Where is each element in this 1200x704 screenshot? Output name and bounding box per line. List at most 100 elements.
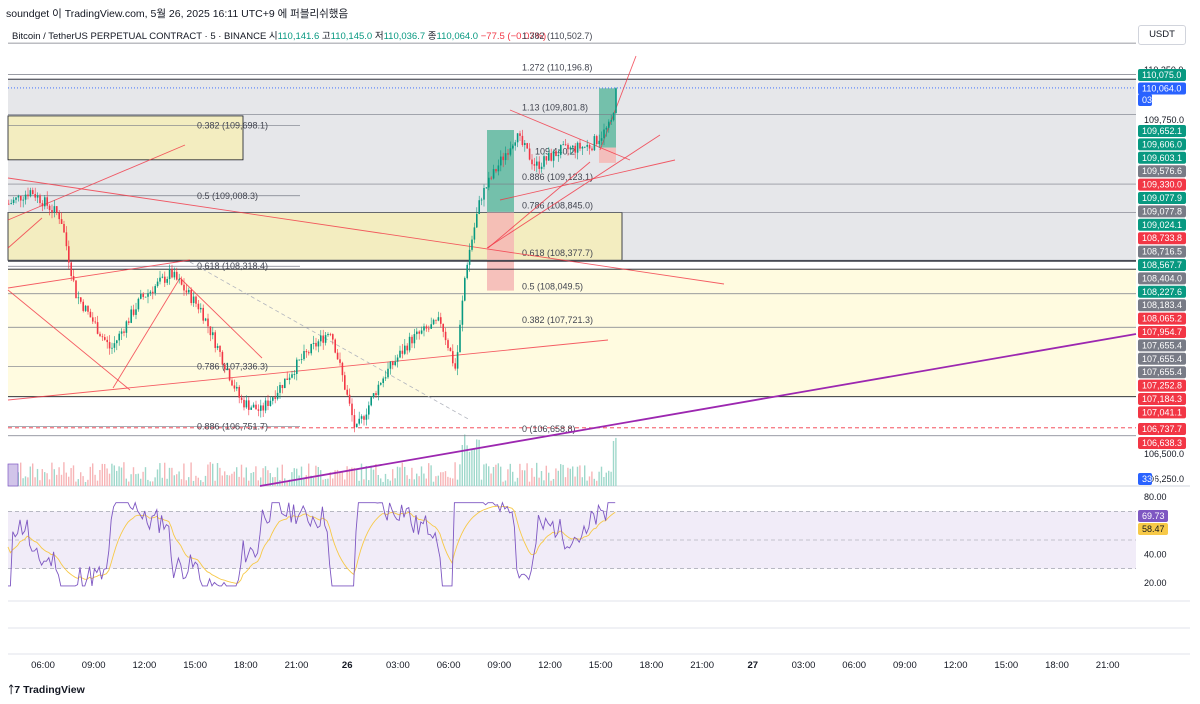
- volume-bar: [111, 463, 113, 486]
- volume-bar: [336, 469, 339, 486]
- candle-body: [507, 153, 509, 155]
- candle-body: [298, 359, 300, 361]
- volume-bar: [274, 477, 276, 486]
- volume-bar: [298, 475, 300, 486]
- candle-body: [221, 351, 224, 365]
- candle-body: [303, 351, 305, 360]
- volume-bar: [63, 462, 65, 486]
- candle-body: [360, 416, 363, 419]
- candle-body: [332, 334, 334, 340]
- volume-bar: [56, 474, 58, 486]
- candle-body: [459, 324, 461, 353]
- candle-body: [509, 148, 512, 155]
- time-tick: 12:00: [944, 660, 968, 671]
- candle-body: [456, 352, 459, 369]
- candle-body: [336, 352, 339, 360]
- candle-body: [156, 281, 159, 287]
- candle-body: [430, 324, 432, 329]
- price-label-bg: [1138, 232, 1186, 245]
- volume-bar: [132, 467, 135, 486]
- candle-body: [452, 351, 454, 364]
- volume-bar: [411, 467, 413, 486]
- candle-body: [375, 393, 377, 395]
- time-tick: 09:00: [487, 660, 511, 671]
- candle-body: [140, 293, 142, 299]
- candle-body: [603, 129, 605, 139]
- candle-body: [315, 342, 317, 347]
- volume-bar: [137, 473, 139, 486]
- price-label-bg: [1138, 165, 1186, 178]
- volume-bar: [514, 481, 516, 486]
- volume-bar: [46, 473, 48, 486]
- price-label-bg: [1138, 125, 1186, 137]
- fib-label-right: 1.272 (110,196.8): [522, 62, 592, 72]
- candle-body: [68, 246, 70, 263]
- candle-body: [183, 284, 185, 291]
- candle-body: [63, 223, 65, 233]
- volume-bar: [68, 476, 70, 486]
- volume-bar: [468, 451, 471, 486]
- volume-bar: [164, 462, 166, 486]
- volume-bar: [490, 473, 492, 486]
- candle-body: [269, 400, 272, 406]
- volume-bar: [228, 475, 231, 486]
- volume-bar: [296, 468, 298, 486]
- long-position-loss-2: [599, 147, 616, 163]
- volume-bar: [363, 479, 365, 486]
- candle-body: [142, 293, 144, 297]
- volume-bar: [418, 476, 420, 486]
- candle-body: [353, 415, 356, 428]
- candle-body: [569, 147, 572, 150]
- volume-bar: [219, 467, 221, 486]
- candle-body: [454, 363, 456, 369]
- time-tick: 03:00: [386, 660, 410, 671]
- candle-body: [209, 326, 212, 336]
- candle-body: [543, 156, 545, 167]
- candle-body: [348, 394, 351, 404]
- volume-bar: [322, 479, 324, 486]
- candle-body: [416, 331, 418, 335]
- candle-body: [497, 165, 500, 172]
- volume-bar: [339, 471, 341, 486]
- candle-body: [152, 291, 154, 294]
- candle-body: [372, 393, 375, 398]
- volume-bar: [567, 467, 569, 486]
- volume-bar: [380, 478, 382, 486]
- currency-button[interactable]: USDT: [1138, 25, 1186, 45]
- price-label-bg: [1138, 94, 1152, 106]
- rsi-tick: 20.00: [1144, 578, 1167, 588]
- volume-bar: [159, 463, 161, 486]
- candle-body: [89, 311, 92, 318]
- volume-bar: [408, 478, 411, 486]
- candle-body: [476, 213, 478, 228]
- volume-bar: [545, 465, 547, 486]
- fib-label-right: 0.618 (108,377.7): [522, 248, 593, 258]
- candle-body: [425, 326, 428, 329]
- price-label: 109,603.1: [1142, 153, 1182, 163]
- volume-bar: [444, 471, 447, 486]
- candle-body: [144, 296, 147, 298]
- fib-label-right: 1.13 (109,801.8): [522, 103, 588, 113]
- candle-body: [75, 280, 77, 299]
- volume-bar: [387, 479, 389, 486]
- candle-body: [27, 194, 29, 197]
- candle-body: [197, 303, 200, 310]
- candle-body: [123, 331, 125, 333]
- volume-bars: [7, 434, 617, 487]
- price-label: 109,077.9: [1142, 193, 1182, 203]
- volume-bar: [442, 472, 444, 486]
- volume-bar: [334, 470, 336, 486]
- candle-body: [305, 351, 308, 353]
- candle-body: [545, 156, 548, 161]
- candle-body: [286, 378, 288, 380]
- volume-bar: [106, 468, 108, 486]
- trend-line: [7, 144, 186, 221]
- candle-body: [178, 279, 180, 281]
- time-tick: 15:00: [183, 660, 207, 671]
- rsi-label: 69.73: [1142, 511, 1165, 521]
- price-label-bg: [1138, 82, 1186, 95]
- volume-bar: [94, 474, 96, 486]
- volume-bar: [536, 462, 538, 486]
- volume-bar: [543, 480, 545, 486]
